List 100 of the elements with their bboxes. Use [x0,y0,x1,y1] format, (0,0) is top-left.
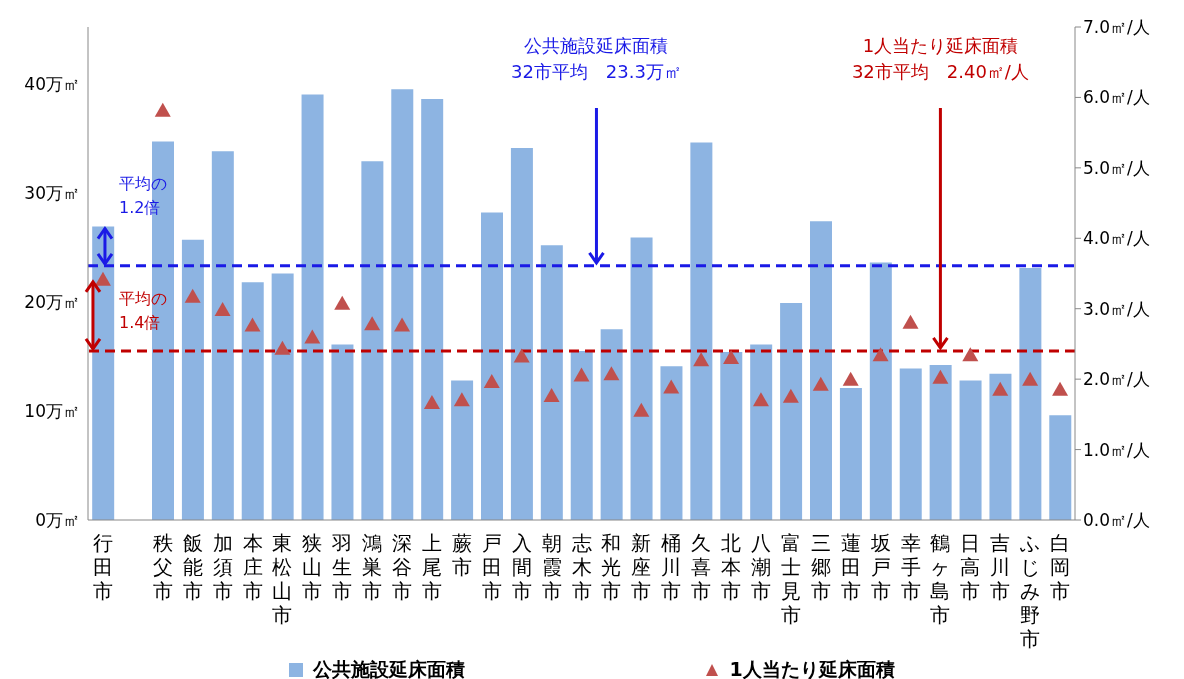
bar [959,380,982,520]
bar [510,148,533,520]
y2-tick-label: 1.0㎡/人 [1083,439,1150,460]
y-tick-label: 40万㎡ [24,73,80,94]
point [274,340,291,355]
point [782,388,799,403]
y2-tick-label: 5.0㎡/人 [1083,157,1150,178]
x-tick-label: ふじみ野市 [1019,531,1041,651]
bar [839,388,862,520]
bar [421,98,444,520]
bar [989,373,1012,520]
point [423,395,440,410]
annotation: 平均の 1.4倍 [118,288,167,332]
bar [241,282,264,520]
point [184,288,201,303]
point [992,381,1009,396]
bar [331,344,354,520]
x-tick-label: 桶川市 [661,531,682,603]
point [543,388,560,403]
bar [540,245,563,520]
point [663,379,680,394]
point [94,271,111,286]
x-tick-label: 秩父市 [152,531,173,603]
point [633,402,650,417]
point [1052,381,1069,396]
y2-tick-label: 2.0㎡/人 [1083,369,1150,390]
point [1022,371,1039,386]
bar [481,212,504,520]
bar [570,350,593,520]
x-tick-label: 幸手市 [900,531,921,603]
x-tick-label: 和光市 [601,531,622,603]
x-tick-label: 深谷市 [392,531,413,603]
bar [720,352,743,520]
x-tick-label: 戸田市 [481,531,502,603]
bar [600,329,623,520]
bar [869,262,892,520]
point [693,352,710,367]
x-tick-label: 東松山市 [272,531,293,627]
point [364,316,381,331]
y-tick-label: 10万㎡ [24,400,80,421]
point [603,366,620,381]
y2-tick-label: 7.0㎡/人 [1083,17,1150,38]
y2-tick-label: 0.0㎡/人 [1083,510,1150,531]
point [902,314,919,329]
point [872,347,889,362]
x-tick-label: 本庄市 [242,531,263,603]
bar [211,151,234,520]
legend-label: 1人当たり延床面積 [729,657,895,679]
x-tick-label: 上尾市 [421,531,442,603]
bar [630,237,653,520]
bar [1049,415,1072,520]
point [244,317,261,332]
bar [929,365,952,520]
point [304,329,321,344]
y-tick-label: 0万㎡ [35,510,80,531]
bar [361,161,384,520]
x-tick-label: 三郷市 [810,531,831,603]
x-tick-label: 八潮市 [750,531,771,603]
ref-line-label: 公共施設延床面積 32市平均 23.3万㎡ [510,35,682,82]
legend-label: 公共施設延床面積 [313,657,466,679]
bar [451,380,474,520]
bar [1019,268,1042,520]
point [453,392,470,407]
x-tick-label: 朝霞市 [541,531,562,603]
y-tick-label: 30万㎡ [24,182,80,203]
point [334,295,351,310]
x-tick-label: 鴻巣市 [362,531,383,603]
point [962,347,979,362]
x-tick-label: 吉川市 [990,531,1011,603]
x-tick-label: 蕨市 [451,531,472,579]
x-tick-label: 加須市 [212,531,233,603]
x-tick-label: 富士見市 [780,531,801,627]
x-tick-label: 蓮田市 [840,531,861,603]
x-tick-label: 坂戸市 [869,531,891,603]
bar [899,368,922,520]
point [932,369,949,384]
bar [750,344,773,520]
x-tick-label: 行田市 [92,531,113,603]
y-tick-label: 20万㎡ [24,291,80,312]
x-tick-label: 志木市 [571,531,592,603]
bar [780,302,803,520]
y2-tick-label: 4.0㎡/人 [1083,228,1150,249]
bar [810,221,833,520]
x-tick-label: 新座市 [631,531,652,603]
point [394,317,411,332]
point [214,302,231,317]
bar [690,142,713,520]
bar [181,239,204,520]
point [842,371,859,386]
x-tick-label: 狭山市 [302,531,323,603]
point [513,348,530,363]
bar [660,366,683,520]
x-tick-label: 久喜市 [691,531,712,603]
x-tick-label: 北本市 [721,531,742,603]
x-tick-label: 日高市 [960,531,981,603]
point [154,102,171,117]
point [483,373,500,388]
x-tick-label: 入間市 [511,531,532,603]
x-tick-label: 羽生市 [331,531,353,603]
y2-tick-label: 6.0㎡/人 [1083,87,1150,108]
